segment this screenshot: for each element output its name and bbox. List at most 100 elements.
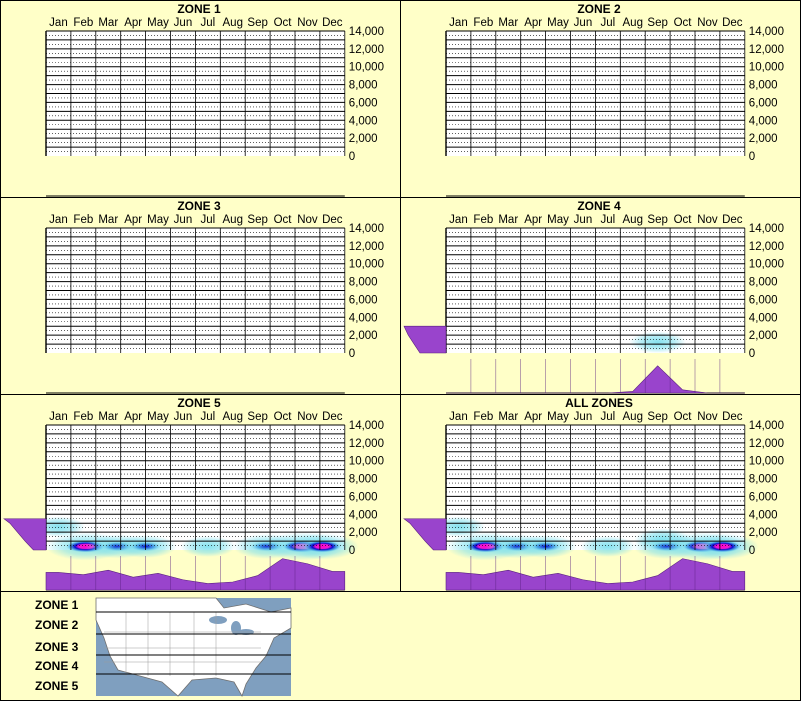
- month-label: Mar: [498, 411, 518, 423]
- month-label: Sep: [647, 411, 667, 423]
- month-label: Mar: [498, 17, 518, 29]
- month-label: Apr: [124, 411, 142, 423]
- month-label: Jan: [449, 17, 468, 29]
- elevation-profile: [403, 325, 447, 354]
- y-tick-label: 0: [349, 348, 355, 360]
- y-tick-label: 4,000: [349, 509, 378, 521]
- month-label: May: [547, 17, 569, 29]
- month-label: Nov: [697, 17, 718, 29]
- heat-halo: [629, 331, 686, 354]
- month-label: Aug: [223, 411, 243, 423]
- month-label: Sep: [647, 17, 667, 29]
- y-tick-label: 8,000: [349, 80, 378, 92]
- month-label: Jan: [49, 17, 68, 29]
- zone-legend: ZONE 1 ZONE 2 ZONE 3 ZONE 4 ZONE 5: [35, 597, 292, 697]
- y-tick-label: 14,000: [749, 420, 784, 432]
- month-label: Dec: [722, 411, 743, 423]
- y-tick-label: 10,000: [749, 259, 784, 271]
- month-label: Feb: [73, 17, 93, 29]
- y-tick-label: 2,000: [349, 527, 378, 539]
- y-tick-label: 10,000: [349, 456, 384, 468]
- month-label: Apr: [524, 17, 542, 29]
- month-label: Aug: [623, 214, 643, 226]
- panel-zone-2: ZONE 2 Jan Feb Mar Apr May Jun Jul Aug Sep Oct Nov D…: [445, 2, 784, 197]
- month-label: May: [147, 214, 169, 226]
- y-tick-label: 6,000: [749, 491, 778, 503]
- month-label: Apr: [124, 214, 142, 226]
- month-label: Mar: [98, 17, 118, 29]
- month-label: Jun: [574, 411, 593, 423]
- month-label: Oct: [274, 411, 293, 423]
- zone-title: ZONE 5: [177, 396, 221, 410]
- y-tick-label: 8,000: [749, 474, 778, 486]
- y-tick-label: 14,000: [349, 420, 384, 432]
- y-tick-label: 0: [349, 151, 355, 163]
- legend-zone-label: ZONE 4: [35, 659, 79, 673]
- y-tick-label: 14,000: [749, 223, 784, 235]
- month-label: Jan: [49, 214, 68, 226]
- month-label: Aug: [623, 17, 643, 29]
- y-tick-label: 2,000: [349, 133, 378, 145]
- zone-title: ALL ZONES: [565, 396, 633, 410]
- month-label: Feb: [473, 214, 493, 226]
- month-label: Jul: [200, 214, 215, 226]
- month-label: Dec: [322, 17, 343, 29]
- month-label: Jul: [600, 214, 615, 226]
- y-tick-label: 10,000: [349, 62, 384, 74]
- month-label: Feb: [473, 17, 493, 29]
- y-tick-label: 14,000: [749, 26, 784, 38]
- heat-core: [303, 540, 342, 553]
- month-label: Feb: [473, 411, 493, 423]
- y-tick-label: 2,000: [749, 330, 778, 342]
- month-label: Jul: [200, 411, 215, 423]
- y-tick-label: 6,000: [349, 97, 378, 109]
- y-tick-label: 10,000: [749, 456, 784, 468]
- month-label: Dec: [322, 411, 343, 423]
- month-label: Apr: [524, 214, 542, 226]
- month-label: Aug: [623, 411, 643, 423]
- month-label: Aug: [223, 214, 243, 226]
- y-tick-label: 4,000: [749, 509, 778, 521]
- month-label: Feb: [73, 411, 93, 423]
- map-land: [95, 597, 292, 697]
- y-tick-label: 8,000: [349, 277, 378, 289]
- heat-halo: [580, 535, 636, 557]
- y-tick-label: 6,000: [749, 97, 778, 109]
- y-tick-label: 0: [349, 545, 355, 557]
- month-label: Jul: [200, 17, 215, 29]
- month-label: Sep: [247, 17, 267, 29]
- month-label: Dec: [322, 214, 343, 226]
- y-tick-label: 4,000: [749, 115, 778, 127]
- month-label: Jun: [574, 17, 593, 29]
- month-label: Dec: [722, 214, 743, 226]
- month-label: Jun: [574, 214, 593, 226]
- legend-zone-label: ZONE 2: [35, 618, 79, 632]
- y-tick-label: 2,000: [749, 133, 778, 145]
- month-label: Dec: [722, 17, 743, 29]
- zone-title: ZONE 1: [177, 2, 221, 16]
- month-label: Oct: [674, 411, 693, 423]
- month-label: Oct: [274, 17, 293, 29]
- y-tick-label: 10,000: [749, 62, 784, 74]
- panel-all-zones: ALL ZONES Jan Feb Mar Apr May Jun Jul Aug Sep Oct N…: [403, 396, 784, 591]
- month-label: May: [547, 214, 569, 226]
- month-label: Jul: [600, 411, 615, 423]
- legend-zone-label: ZONE 3: [35, 640, 79, 654]
- y-tick-label: 2,000: [349, 330, 378, 342]
- month-label: Sep: [247, 214, 267, 226]
- y-tick-label: 12,000: [749, 241, 784, 253]
- month-label: Mar: [98, 214, 118, 226]
- y-tick-label: 6,000: [749, 294, 778, 306]
- month-label: Aug: [223, 17, 243, 29]
- y-tick-label: 2,000: [749, 527, 778, 539]
- elevation-profile: [3, 518, 47, 551]
- panel-zone-3: ZONE 3 Jan Feb Mar Apr May Jun Jul Aug Sep Oct Nov D…: [45, 199, 384, 394]
- month-label: Feb: [73, 214, 93, 226]
- y-tick-label: 0: [749, 348, 755, 360]
- month-label: Nov: [697, 214, 718, 226]
- month-label: Jan: [449, 411, 468, 423]
- y-tick-label: 8,000: [749, 277, 778, 289]
- month-label: Mar: [98, 411, 118, 423]
- month-label: Apr: [124, 17, 142, 29]
